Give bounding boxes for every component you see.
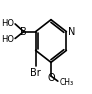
Text: HO: HO <box>1 35 14 44</box>
Text: O: O <box>47 73 55 83</box>
Text: B: B <box>20 27 27 37</box>
Text: HO: HO <box>1 19 14 28</box>
Text: Br: Br <box>30 67 41 77</box>
Text: CH₃: CH₃ <box>60 78 74 87</box>
Text: N: N <box>68 27 75 37</box>
